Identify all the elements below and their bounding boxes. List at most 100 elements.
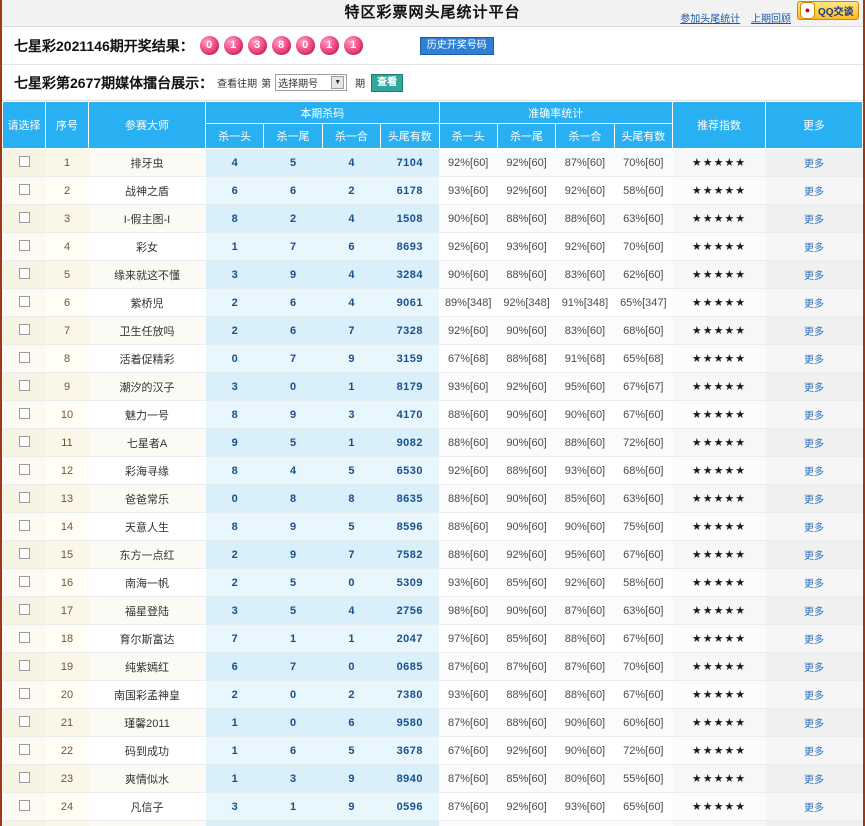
row-master-name[interactable]: 东方一点红 [88,540,206,569]
row-select-cell[interactable] [2,148,46,177]
row-checkbox[interactable] [18,463,30,475]
row-select-cell[interactable] [2,400,46,429]
row-more-cell[interactable]: 更多 [765,316,863,345]
row-more-cell[interactable]: 更多 [765,176,863,205]
row-select-cell[interactable] [2,344,46,373]
row-checkbox[interactable] [18,267,30,279]
row-select-cell[interactable] [2,736,46,765]
row-more-cell[interactable]: 更多 [765,596,863,625]
row-more-cell[interactable]: 更多 [765,484,863,513]
row-more-cell[interactable]: 更多 [765,764,863,793]
row-more-link[interactable]: 更多 [804,271,824,282]
row-master-name[interactable]: 战神之盾 [88,176,206,205]
row-select-cell[interactable] [2,596,46,625]
row-checkbox[interactable] [18,771,30,783]
row-select-cell[interactable] [2,232,46,261]
row-select-cell[interactable] [2,204,46,233]
row-checkbox[interactable] [18,379,30,391]
row-more-link[interactable]: 更多 [804,411,824,422]
row-master-name[interactable]: 码到成功 [88,736,206,765]
row-master-name[interactable]: 东港高师 [88,820,206,826]
row-more-link[interactable]: 更多 [804,159,824,170]
row-checkbox[interactable] [18,407,30,419]
row-more-cell[interactable]: 更多 [765,428,863,457]
row-master-name[interactable]: 缘来就这不懂 [88,260,206,289]
row-select-cell[interactable] [2,456,46,485]
row-select-cell[interactable] [2,176,46,205]
row-master-name[interactable]: 天意人生 [88,512,206,541]
row-select-cell[interactable] [2,288,46,317]
row-more-cell[interactable]: 更多 [765,400,863,429]
row-select-cell[interactable] [2,708,46,737]
row-master-name[interactable]: 魅力一号 [88,400,206,429]
row-master-name[interactable]: 彩海寻缘 [88,456,206,485]
row-checkbox[interactable] [18,799,30,811]
row-select-cell[interactable] [2,316,46,345]
row-more-link[interactable]: 更多 [804,579,824,590]
row-select-cell[interactable] [2,484,46,513]
row-master-name[interactable]: 瑾馨2011 [88,708,206,737]
row-more-cell[interactable]: 更多 [765,624,863,653]
row-more-cell[interactable]: 更多 [765,652,863,681]
row-checkbox[interactable] [18,743,30,755]
row-master-name[interactable]: 纯紫嫣红 [88,652,206,681]
row-more-cell[interactable]: 更多 [765,344,863,373]
row-select-cell[interactable] [2,764,46,793]
link-join-stats[interactable]: 参加头尾统计 [680,14,741,25]
row-checkbox[interactable] [18,547,30,559]
row-more-link[interactable]: 更多 [804,467,824,478]
row-more-link[interactable]: 更多 [804,747,824,758]
row-master-name[interactable]: 排牙虫 [88,148,206,177]
row-more-link[interactable]: 更多 [804,607,824,618]
row-checkbox[interactable] [18,519,30,531]
row-more-link[interactable]: 更多 [804,299,824,310]
row-more-link[interactable]: 更多 [804,663,824,674]
row-more-cell[interactable]: 更多 [765,148,863,177]
row-checkbox[interactable] [18,491,30,503]
link-last-period-review[interactable]: 上期回顾 [751,14,791,25]
row-master-name[interactable]: I-假主图-I [88,204,206,233]
row-more-link[interactable]: 更多 [804,495,824,506]
row-more-link[interactable]: 更多 [804,691,824,702]
row-more-link[interactable]: 更多 [804,439,824,450]
row-more-link[interactable]: 更多 [804,383,824,394]
row-more-cell[interactable]: 更多 [765,708,863,737]
row-more-link[interactable]: 更多 [804,215,824,226]
row-checkbox[interactable] [18,183,30,195]
row-select-cell[interactable] [2,512,46,541]
row-checkbox[interactable] [18,603,30,615]
row-more-cell[interactable]: 更多 [765,288,863,317]
row-more-cell[interactable]: 更多 [765,736,863,765]
row-master-name[interactable]: 爽情似水 [88,764,206,793]
row-master-name[interactable]: 活着促精彩 [88,344,206,373]
row-checkbox[interactable] [18,631,30,643]
row-more-cell[interactable]: 更多 [765,456,863,485]
row-checkbox[interactable] [18,435,30,447]
row-master-name[interactable]: 潮汐的汉子 [88,372,206,401]
row-select-cell[interactable] [2,568,46,597]
row-master-name[interactable]: 爸爸常乐 [88,484,206,513]
row-more-link[interactable]: 更多 [804,551,824,562]
period-select[interactable]: 选择期号 ▼ [275,74,348,91]
row-checkbox[interactable] [18,295,30,307]
row-master-name[interactable]: 彩女 [88,232,206,261]
row-checkbox[interactable] [18,239,30,251]
history-draw-numbers-button[interactable]: 历史开奖号码 [419,36,494,55]
row-more-link[interactable]: 更多 [804,327,824,338]
row-more-link[interactable]: 更多 [804,355,824,366]
row-select-cell[interactable] [2,260,46,289]
row-more-cell[interactable]: 更多 [765,204,863,233]
row-master-name[interactable]: 南海一帆 [88,568,206,597]
row-checkbox[interactable] [18,155,30,167]
row-select-cell[interactable] [2,680,46,709]
row-checkbox[interactable] [18,575,30,587]
row-more-cell[interactable]: 更多 [765,568,863,597]
row-more-link[interactable]: 更多 [804,187,824,198]
row-master-name[interactable]: 七星者A [88,428,206,457]
row-more-link[interactable]: 更多 [804,243,824,254]
row-more-link[interactable]: 更多 [804,719,824,730]
row-more-link[interactable]: 更多 [804,523,824,534]
row-checkbox[interactable] [18,659,30,671]
row-more-cell[interactable]: 更多 [765,260,863,289]
row-master-name[interactable]: 紫桥児 [88,288,206,317]
